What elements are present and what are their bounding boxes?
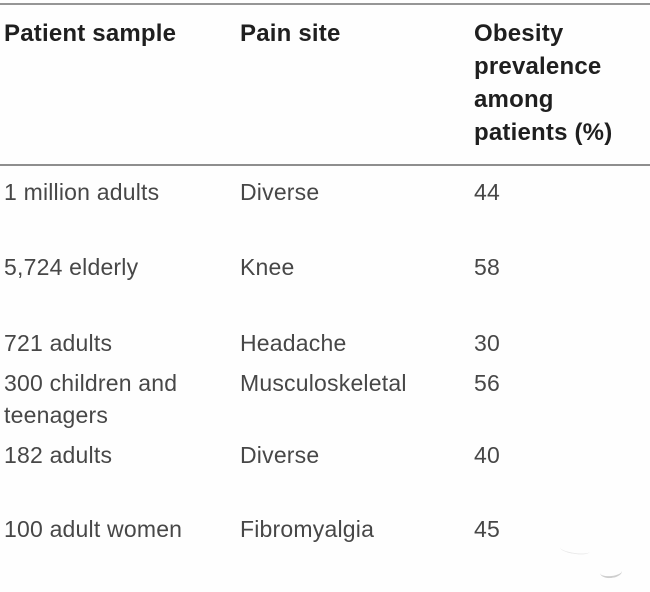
cell-patient-sample: 300 children and teenagers xyxy=(4,370,178,428)
scan-artifact xyxy=(599,564,623,580)
header-pain-site: Pain site xyxy=(240,20,341,47)
cell-pain-site: Musculoskeletal xyxy=(240,370,407,396)
cell-patient-sample: 1 million adults xyxy=(4,179,160,205)
cell-pain-site: Knee xyxy=(240,254,295,280)
cell-pain-site: Headache xyxy=(240,330,347,356)
cell-patient-sample: 182 adults xyxy=(4,442,113,468)
cell-prevalence: 45 xyxy=(474,516,500,542)
cell-patient-sample: 721 adults xyxy=(4,330,113,356)
cell-pain-site: Diverse xyxy=(240,442,320,468)
cell-patient-sample: 5,724 elderly xyxy=(4,254,139,280)
header-obesity-prevalence: Obesity prevalence among patients (%) xyxy=(474,20,613,146)
header-separator-rule xyxy=(0,164,650,166)
cell-pain-site: Fibromyalgia xyxy=(240,516,375,542)
cell-prevalence: 56 xyxy=(474,370,500,396)
header-patient-sample: Patient sample xyxy=(4,20,177,47)
table-top-rule xyxy=(0,3,650,5)
cell-prevalence: 30 xyxy=(474,330,500,356)
cell-patient-sample: 100 adult women xyxy=(4,516,183,542)
cell-prevalence: 44 xyxy=(474,179,500,205)
cell-pain-site: Diverse xyxy=(240,179,320,205)
cell-prevalence: 40 xyxy=(474,442,500,468)
cell-prevalence: 58 xyxy=(474,254,500,280)
